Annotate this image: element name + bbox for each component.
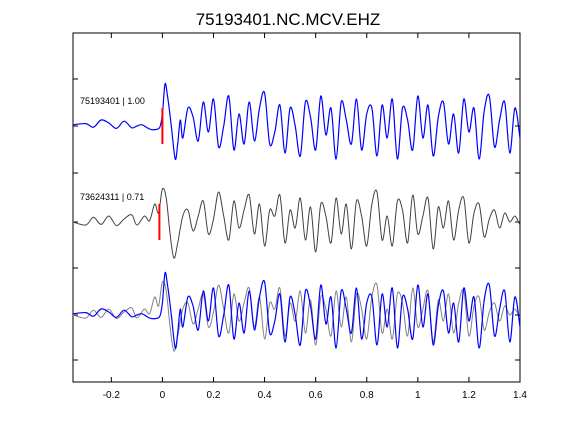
x-tick-label-6: 1 <box>415 390 421 401</box>
x-tick-label-0: -0.2 <box>103 390 121 401</box>
x-tick-label-4: 0.6 <box>309 390 323 401</box>
x-tick-label-8: 1.4 <box>513 390 527 401</box>
trace-label-2: 73624311 | 0.71 <box>80 192 144 202</box>
trace-2-waveform <box>72 187 521 259</box>
x-tick-label-2: 0.2 <box>207 390 221 401</box>
x-tick-label-3: 0.4 <box>258 390 272 401</box>
overlay-trace-1-waveform <box>72 271 521 350</box>
waveform-traces <box>72 82 521 352</box>
y-axis-ticks <box>73 78 520 361</box>
x-tick-label-7: 1.2 <box>462 390 476 401</box>
chart-title: 75193401.NC.MCV.EHZ <box>196 10 381 29</box>
x-tick-label-1: 0 <box>160 390 166 401</box>
x-tick-label-5: 0.8 <box>360 390 374 401</box>
trace-label-1: 75193401 | 1.00 <box>80 96 145 106</box>
x-axis-ticks: -0.2 0 0.2 0.4 0.6 0.8 1 1.2 1.4 <box>103 33 527 401</box>
pick-markers <box>158 108 164 240</box>
trace-labels: 75193401 | 1.00 73624311 | 0.71 <box>80 96 145 202</box>
overlay-trace-2-waveform <box>72 280 521 352</box>
trace-1-waveform <box>72 82 521 161</box>
